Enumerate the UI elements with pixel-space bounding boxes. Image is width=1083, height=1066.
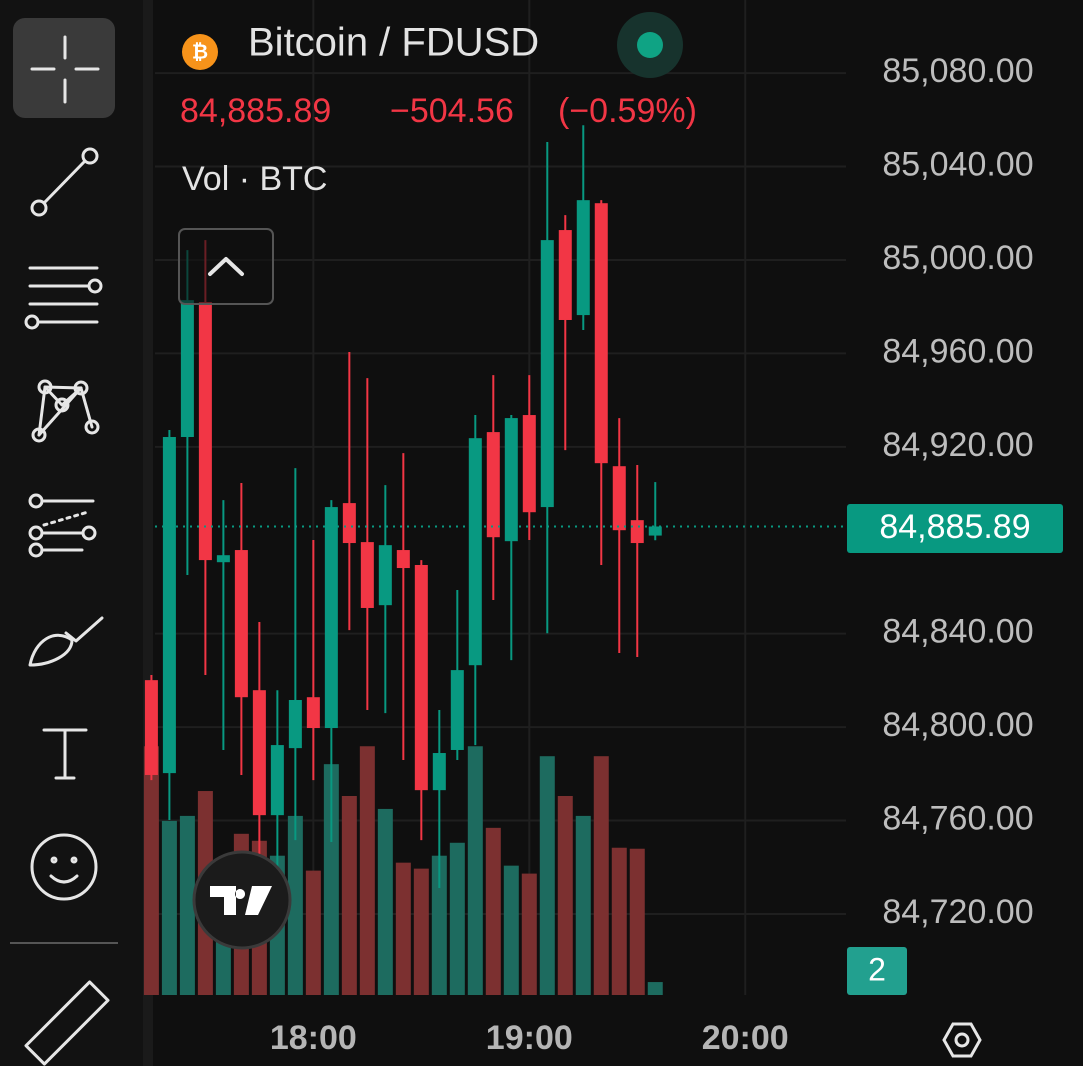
candle-body — [414, 565, 428, 791]
candle-body — [612, 466, 626, 531]
y-tick-label: 84,840.00 — [882, 613, 1033, 651]
candle-body — [216, 555, 230, 563]
crosshair-tool-active[interactable] — [13, 18, 115, 118]
volume-bar — [467, 746, 483, 995]
volume-bar — [647, 982, 663, 995]
candle-body — [252, 690, 266, 816]
y-tick-label: 85,080.00 — [882, 52, 1033, 90]
volume-bar — [395, 862, 411, 995]
candle-body — [180, 300, 194, 438]
volume-bar — [305, 870, 321, 995]
text-tool[interactable] — [42, 728, 88, 780]
settings-icon — [954, 1032, 970, 1048]
volume-bar — [323, 764, 339, 995]
volume-bar — [413, 868, 429, 995]
collapse-button[interactable] — [178, 228, 274, 305]
ruler-tool[interactable] — [24, 980, 110, 1066]
volume-bar — [629, 848, 645, 995]
header-change: −504.56 — [390, 92, 514, 130]
volume-bar — [593, 756, 609, 995]
fib-tool[interactable] — [28, 493, 97, 558]
x-tick-label: 20:00 — [702, 1019, 789, 1057]
volume-legend: Vol · BTC — [182, 160, 327, 198]
candle-body — [378, 545, 392, 606]
volume-bar — [485, 827, 501, 995]
candle-body — [324, 507, 338, 729]
candle-body — [270, 745, 284, 816]
volume-bar — [557, 796, 573, 995]
emoji-tool[interactable] — [30, 833, 98, 901]
candle-body — [198, 302, 212, 561]
volume-bar — [503, 865, 519, 995]
volume-bar — [449, 842, 465, 995]
candle-body — [576, 200, 590, 316]
candle-body — [432, 753, 446, 791]
badge[interactable] — [847, 947, 907, 995]
candle-body — [504, 418, 518, 542]
x-tick-label: 19:00 — [486, 1019, 573, 1057]
candle-body — [468, 438, 482, 666]
header-price: 84,885.89 — [180, 92, 331, 130]
y-tick-label: 84,960.00 — [882, 332, 1033, 370]
candle-body — [630, 520, 644, 544]
volume-bar — [377, 808, 393, 995]
candle-body — [450, 670, 464, 750]
y-tick-label: 85,000.00 — [882, 239, 1033, 277]
candle-body — [486, 432, 500, 538]
last-price-label: 84,885.89 — [879, 508, 1030, 546]
y-tick-label: 84,720.00 — [882, 893, 1033, 931]
trend-line-tool[interactable] — [30, 147, 99, 217]
horizontal-lines-tool[interactable] — [24, 266, 103, 330]
volume-bar — [341, 796, 357, 995]
candle-body — [342, 503, 356, 544]
volume-bar — [521, 873, 537, 995]
candle-body — [306, 697, 320, 729]
y-tick-label: 84,760.00 — [882, 800, 1033, 838]
crosshair-icon — [30, 35, 100, 104]
volume-bar — [611, 847, 627, 995]
pattern-tool[interactable] — [31, 379, 100, 443]
candle-body — [540, 240, 554, 508]
volume-bar — [431, 855, 447, 995]
candle-body — [144, 680, 158, 775]
x-tick-label: 18:00 — [270, 1019, 357, 1057]
candle-body — [558, 230, 572, 320]
volume-bar — [179, 815, 195, 995]
volume-bar — [359, 746, 375, 995]
volume-bar — [287, 815, 303, 995]
symbol-title: Bitcoin / FDUSD — [248, 21, 539, 65]
candle-body — [522, 415, 536, 513]
candle-body — [648, 526, 662, 536]
candle-body — [234, 550, 248, 698]
y-tick-label: 84,920.00 — [882, 426, 1033, 464]
header-change-pct: (−0.59%) — [558, 92, 697, 130]
y-tick-label: 85,040.00 — [882, 146, 1033, 184]
tradingview-logo[interactable] — [192, 850, 292, 950]
badge-label: 2 — [868, 951, 886, 987]
market-status-dot — [637, 32, 663, 58]
last-price-box — [847, 504, 1063, 553]
settings-button[interactable] — [942, 1022, 982, 1058]
bitcoin-icon-glyph: ₿ — [192, 41, 208, 63]
candle-body — [396, 550, 410, 569]
volume-bar — [575, 815, 591, 995]
bitcoin-icon — [182, 34, 218, 70]
collapse-chevron — [208, 257, 244, 276]
volume-bar — [161, 820, 177, 995]
candle-body — [594, 203, 608, 464]
candle-body — [360, 542, 374, 608]
candle-body — [288, 700, 302, 749]
y-tick-label: 84,800.00 — [882, 706, 1033, 744]
volume-bar — [143, 746, 159, 995]
candle-body — [162, 437, 176, 774]
volume-bar — [539, 756, 555, 995]
tradingview-logo-mark — [210, 886, 272, 915]
brush-tool[interactable] — [28, 616, 104, 667]
toolbar-divider — [143, 0, 153, 1066]
